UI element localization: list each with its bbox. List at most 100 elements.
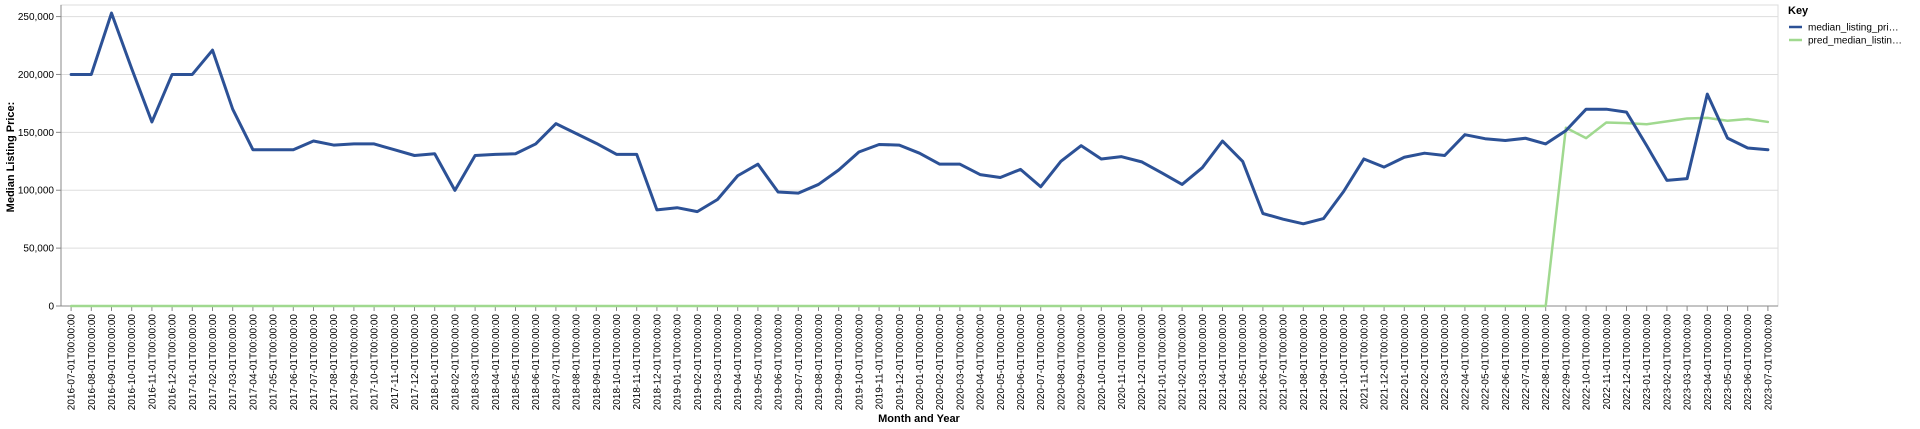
x-tick-label: 2021-12-01T00:00:00 [1380, 314, 1391, 411]
x-tick-label: 2016-12-01T00:00:00 [168, 314, 179, 411]
x-tick-label: 2019-01-01T00:00:00 [673, 314, 684, 411]
x-tick-label: 2017-09-01T00:00:00 [349, 314, 360, 411]
x-tick-label: 2019-02-01T00:00:00 [693, 314, 704, 411]
y-axis: 0 50,000 100,000 150,000 200,000 250,000 [18, 12, 61, 313]
x-tick-label: 2021-03-01T00:00:00 [1198, 314, 1209, 411]
x-tick-label: 2017-02-01T00:00:00 [208, 314, 219, 411]
x-tick-label: 2017-07-01T00:00:00 [309, 314, 320, 411]
x-tick-label: 2018-02-01T00:00:00 [450, 314, 461, 411]
x-tick-label: 2018-10-01T00:00:00 [612, 314, 623, 411]
x-tick-label: 2023-03-01T00:00:00 [1683, 314, 1694, 411]
x-axis: 2016-07-01T00:00:00 2016-08-01T00:00:00 20… [67, 306, 1774, 411]
x-tick-label: 2021-09-01T00:00:00 [1319, 314, 1330, 411]
x-tick-label: 2021-07-01T00:00:00 [1279, 314, 1290, 411]
x-tick-label: 2023-06-01T00:00:00 [1743, 314, 1754, 411]
x-tick-label: 2023-01-01T00:00:00 [1642, 314, 1653, 411]
x-tick-label: 2019-06-01T00:00:00 [774, 314, 785, 411]
x-tick-label: 2019-05-01T00:00:00 [753, 314, 764, 411]
x-tick-label: 2018-05-01T00:00:00 [511, 314, 522, 411]
y-tick-label: 250,000 [18, 12, 55, 23]
x-tick-label: 2018-12-01T00:00:00 [652, 314, 663, 411]
x-tick-label: 2023-04-01T00:00:00 [1703, 314, 1714, 411]
x-tick-label: 2016-10-01T00:00:00 [127, 314, 138, 411]
x-tick-label: 2021-04-01T00:00:00 [1218, 314, 1229, 411]
x-tick-label: 2022-03-01T00:00:00 [1440, 314, 1451, 411]
y-tick-label: 150,000 [18, 128, 55, 139]
x-tick-label: 2022-12-01T00:00:00 [1622, 314, 1633, 411]
x-tick-label: 2020-02-01T00:00:00 [935, 314, 946, 411]
x-tick-label: 2018-11-01T00:00:00 [632, 314, 643, 410]
x-tick-label: 2019-11-01T00:00:00 [875, 314, 886, 410]
x-tick-label: 2022-09-01T00:00:00 [1561, 314, 1572, 411]
x-tick-label: 2016-09-01T00:00:00 [107, 314, 118, 411]
x-tick-label: 2022-05-01T00:00:00 [1481, 314, 1492, 411]
x-tick-label: 2018-06-01T00:00:00 [531, 314, 542, 411]
x-tick-label: 2017-08-01T00:00:00 [329, 314, 340, 411]
series-line-0 [69, 11, 1770, 226]
x-tick-label: 2020-09-01T00:00:00 [1077, 314, 1088, 411]
x-tick-label: 2021-10-01T00:00:00 [1339, 314, 1350, 411]
x-tick-label: 2019-03-01T00:00:00 [713, 314, 724, 411]
x-tick-label: 2018-01-01T00:00:00 [430, 314, 441, 411]
x-tick-label: 2020-10-01T00:00:00 [1097, 314, 1108, 411]
series-lines [69, 11, 1770, 308]
x-tick-label: 2020-08-01T00:00:00 [1056, 314, 1067, 411]
y-tick-label: 100,000 [18, 186, 55, 197]
x-tick-label: 2021-05-01T00:00:00 [1238, 314, 1249, 411]
legend-label: median_listing_pri… [1808, 23, 1899, 34]
x-tick-label: 2017-10-01T00:00:00 [370, 314, 381, 411]
x-tick-label: 2017-01-01T00:00:00 [188, 314, 199, 411]
x-tick-label: 2022-02-01T00:00:00 [1420, 314, 1431, 411]
x-tick-label: 2020-07-01T00:00:00 [1036, 314, 1047, 411]
x-tick-label: 2019-08-01T00:00:00 [814, 314, 825, 411]
y-tick-label: 0 [48, 302, 54, 313]
legend-label: pred_median_listin… [1808, 36, 1902, 47]
x-tick-label: 2019-09-01T00:00:00 [834, 314, 845, 411]
y-tick-label: 50,000 [23, 244, 54, 255]
x-tick-label: 2018-09-01T00:00:00 [592, 314, 603, 411]
x-tick-label: 2021-11-01T00:00:00 [1359, 314, 1370, 410]
x-tick-label: 2020-11-01T00:00:00 [1117, 314, 1128, 410]
x-tick-label: 2016-08-01T00:00:00 [87, 314, 98, 411]
x-tick-label: 2019-10-01T00:00:00 [854, 314, 865, 411]
x-tick-label: 2017-04-01T00:00:00 [248, 314, 259, 411]
x-tick-label: 2020-01-01T00:00:00 [915, 314, 926, 411]
x-tick-label: 2022-08-01T00:00:00 [1541, 314, 1552, 411]
legend-title: Key [1788, 5, 1809, 17]
x-tick-label: 2023-02-01T00:00:00 [1662, 314, 1673, 411]
x-tick-label: 2016-11-01T00:00:00 [147, 314, 158, 410]
x-tick-label: 2019-07-01T00:00:00 [794, 314, 805, 411]
x-tick-label: 2022-07-01T00:00:00 [1521, 314, 1532, 411]
x-tick-label: 2016-07-01T00:00:00 [67, 314, 78, 411]
x-tick-label: 2022-04-01T00:00:00 [1460, 314, 1471, 411]
x-tick-label: 2021-01-01T00:00:00 [1157, 314, 1168, 411]
x-tick-label: 2020-06-01T00:00:00 [1016, 314, 1027, 411]
x-tick-label: 2022-10-01T00:00:00 [1582, 314, 1593, 411]
x-tick-label: 2021-06-01T00:00:00 [1258, 314, 1269, 411]
x-axis-title: Month and Year [878, 413, 960, 425]
series-line-1 [69, 116, 1770, 308]
x-tick-label: 2018-03-01T00:00:00 [471, 314, 482, 411]
x-tick-label: 2020-12-01T00:00:00 [1137, 314, 1148, 411]
x-tick-label: 2021-02-01T00:00:00 [1178, 314, 1189, 411]
y-tick-label: 200,000 [18, 70, 55, 81]
x-tick-label: 2023-05-01T00:00:00 [1723, 314, 1734, 411]
x-tick-label: 2019-04-01T00:00:00 [733, 314, 744, 411]
x-tick-label: 2017-06-01T00:00:00 [289, 314, 300, 411]
x-tick-label: 2017-12-01T00:00:00 [410, 314, 421, 411]
x-tick-label: 2022-06-01T00:00:00 [1501, 314, 1512, 411]
x-tick-label: 2017-05-01T00:00:00 [269, 314, 280, 411]
legend: Key median_listing_pri… pred_median_listi… [1788, 5, 1902, 47]
x-tick-label: 2018-04-01T00:00:00 [491, 314, 502, 411]
y-axis-title: Median Listing Price: [5, 102, 17, 213]
x-tick-label: 2020-03-01T00:00:00 [955, 314, 966, 411]
x-tick-label: 2020-05-01T00:00:00 [996, 314, 1007, 411]
x-tick-label: 2022-01-01T00:00:00 [1400, 314, 1411, 411]
x-tick-label: 2018-07-01T00:00:00 [551, 314, 562, 411]
x-tick-label: 2019-12-01T00:00:00 [895, 314, 906, 411]
x-tick-label: 2018-08-01T00:00:00 [572, 314, 583, 411]
x-tick-label: 2021-08-01T00:00:00 [1299, 314, 1310, 411]
x-tick-label: 2022-11-01T00:00:00 [1602, 314, 1613, 410]
x-tick-label: 2020-04-01T00:00:00 [976, 314, 987, 411]
